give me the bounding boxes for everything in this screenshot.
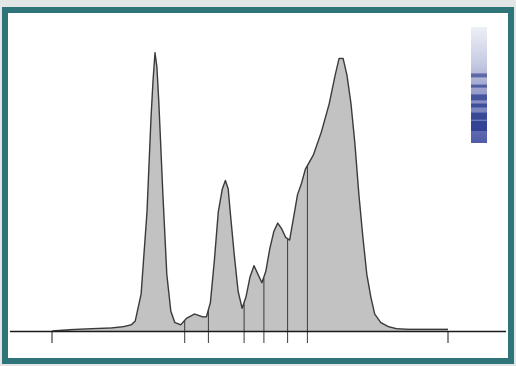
gel-band-4 — [471, 103, 487, 108]
densitometry-chart — [10, 27, 506, 343]
gel-band-2 — [471, 84, 487, 88]
profile-line — [51, 52, 448, 332]
plot-area — [10, 52, 506, 343]
gel-band-1 — [471, 73, 487, 78]
profile-area — [52, 52, 448, 331]
gel-band-6 — [471, 121, 487, 131]
gel-band-3 — [471, 94, 487, 101]
gel-lane-icon — [471, 27, 487, 143]
chart-frame — [2, 7, 514, 364]
gel-band-5 — [471, 112, 487, 120]
